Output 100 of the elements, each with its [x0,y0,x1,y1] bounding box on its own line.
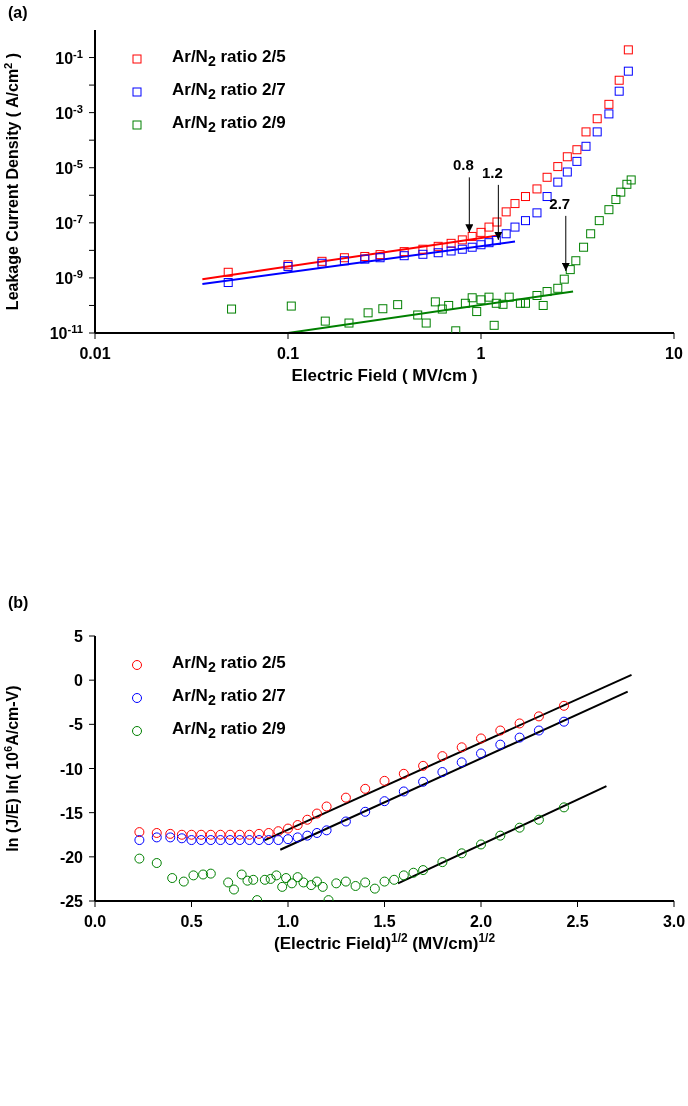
point [292,820,303,831]
point [360,806,371,817]
x-tick-label: 0.1 [276,345,300,362]
point [228,884,239,895]
y-tick-label: -15 [59,804,84,822]
point [379,775,390,786]
point [418,776,429,787]
point [558,716,569,727]
point [456,757,467,768]
point [205,868,216,879]
point [259,874,270,885]
point [277,881,288,892]
point [215,835,226,846]
point [176,833,187,844]
y-tick-label: -20 [59,848,84,866]
y-tick-label: 10$^{-1}$ [55,47,83,67]
point [379,796,390,807]
point [317,881,328,892]
point [205,829,216,840]
y-tick-label: 10$^{-11}$ [49,323,83,342]
legend-label: Ar/N$_{2}$ ratio 2/7 [172,80,286,103]
x-tick-label: 10 [665,345,683,362]
y-tick-label: -10 [59,760,84,778]
x-tick-label: 0.01 [79,345,111,362]
point [254,828,265,839]
y-tick-label: 10$^{-5}$ [55,157,83,177]
point [437,751,448,762]
point [360,783,371,794]
point [495,739,506,750]
point [215,829,226,840]
point [223,877,234,888]
point [134,835,145,846]
point [151,858,162,869]
point [198,869,209,880]
point [456,848,467,859]
point [369,883,380,894]
point [298,877,309,888]
point [533,725,544,736]
point [476,748,486,759]
point [236,869,247,880]
point [292,832,303,843]
point [286,878,297,889]
x-tick-label: 3.0 [662,913,686,930]
point [273,826,284,837]
legend-label: Ar/N$_{2}$ ratio 2/5 [172,653,286,676]
point [331,878,342,889]
point [151,827,162,838]
x-tick-label: 0.0 [83,913,107,930]
point [389,874,400,885]
point [311,808,322,819]
point [514,822,525,833]
point [398,768,409,779]
point [283,834,293,845]
point [306,880,317,891]
point [234,829,245,840]
point [188,870,199,881]
point [302,814,313,825]
point [340,876,351,887]
legend-label: Ar/N$_{2}$ ratio 2/9 [172,719,286,742]
point [225,829,236,840]
point [408,867,419,878]
point [456,742,467,753]
x-tick-label: 1.0 [276,913,300,930]
x-axis-title: (Electric Field)$^{1/2}$ (MV/cm)$^{1/2}$ [273,931,496,953]
point [205,835,216,846]
point [234,835,245,846]
point [476,839,486,850]
point [514,732,525,743]
point [151,832,162,843]
x-tick-label: 1.5 [373,913,396,930]
y-tick-label: 0 [74,672,84,690]
point [350,880,361,891]
point [176,829,187,840]
point [379,876,390,887]
point [321,825,332,836]
point [225,835,236,846]
annotation: 2.7 [549,194,571,212]
point [165,832,176,843]
point [340,792,351,803]
legend-label: Ar/N$_{2}$ ratio 2/9 [172,113,286,136]
point [311,827,322,838]
point [244,835,255,846]
y-tick-label: 5 [74,628,84,645]
point [398,870,409,881]
point [165,828,176,839]
point [196,829,207,840]
y-tick-label: 10$^{-9}$ [55,267,83,287]
legend-label: Ar/N$_{2}$ ratio 2/7 [172,686,286,709]
y-tick-label: -5 [68,716,84,734]
point [476,733,486,744]
point [292,872,303,883]
point [558,700,569,711]
x-tick-label: 0.5 [180,913,203,930]
point [186,829,197,840]
legend-label: Ar/N$_{2}$ ratio 2/5 [172,47,286,70]
point [398,786,409,797]
point [302,830,313,841]
y-tick-label: -25 [59,893,84,910]
point [281,873,292,884]
point [265,873,276,884]
